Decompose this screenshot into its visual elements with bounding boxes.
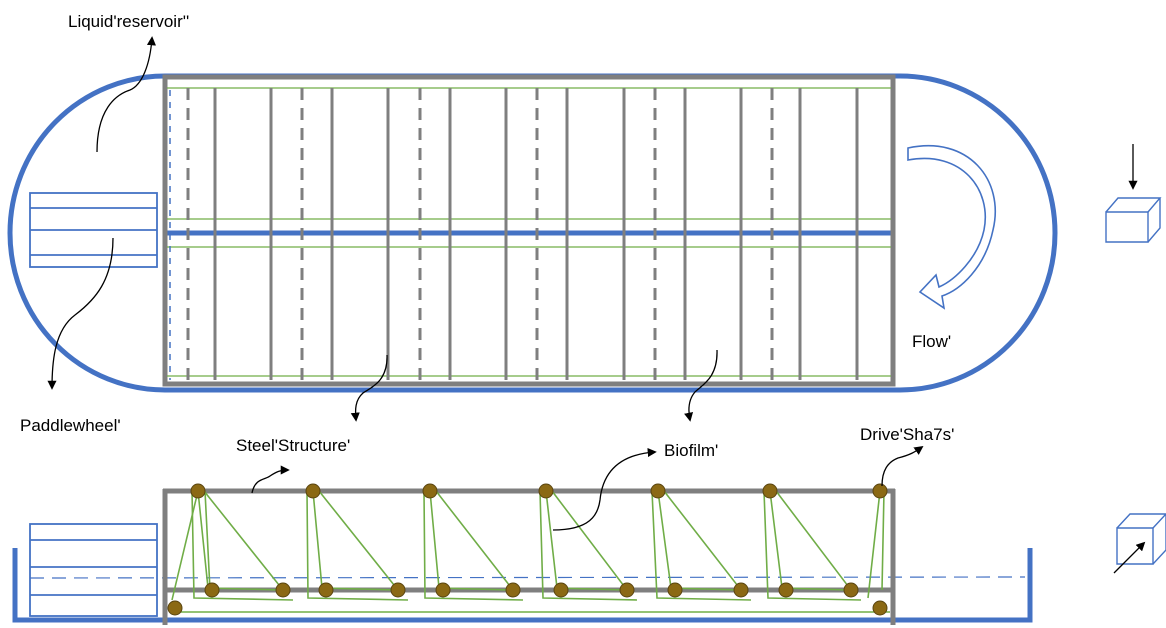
drive-shaft: [435, 582, 451, 598]
steel-callout: [350, 354, 388, 422]
paddlewheel-callout: [47, 237, 114, 390]
paddlewheel-top: [29, 192, 158, 268]
raceway-outline: [7, 73, 1058, 393]
drive-shaft: [204, 582, 220, 598]
tank-side: [12, 548, 1033, 623]
biofilm-callout-side: [552, 447, 657, 531]
drive-shaft: [619, 582, 635, 598]
label-liquid-reservoir: Liquid'reservoir'': [68, 12, 189, 31]
biofilm-belt-back: [539, 490, 638, 601]
flow-arrow-icon: [907, 145, 997, 310]
drive-shafts: [167, 483, 888, 616]
steel-callout-side: [251, 465, 290, 494]
steel-vertical-members: [213, 88, 859, 380]
label-drive-shafts: Drive'Sha7s': [860, 425, 954, 444]
drive-shaft: [650, 483, 666, 499]
drive-shaft-dashed-lines: [186, 88, 774, 380]
drive-shaft: [167, 600, 183, 616]
biofilm-belt: [657, 490, 743, 591]
paddlewheel-side: [29, 523, 158, 617]
biofilm-belt-back: [306, 490, 409, 601]
side-view-cube: [1116, 513, 1166, 565]
drive-shaft: [538, 483, 554, 499]
label-paddlewheel: Paddlewheel': [20, 416, 121, 435]
drive-shaft: [667, 582, 683, 598]
biofilm-belt: [197, 490, 285, 591]
drive-shaft: [872, 483, 888, 499]
biofilm-belt: [769, 490, 853, 591]
drive-shaft: [872, 600, 888, 616]
reservoir-callout: [96, 36, 156, 153]
drive-shaft: [305, 483, 321, 499]
drive-shaft: [275, 582, 291, 598]
biofilm-callout-top: [684, 349, 718, 422]
drive-shaft: [762, 483, 778, 499]
label-biofilm: Biofilm': [664, 441, 718, 460]
water-line: [29, 576, 1026, 579]
drive-shaft: [505, 582, 521, 598]
biofilm-belt: [429, 490, 515, 591]
drive-shaft: [733, 582, 749, 598]
biofilm-belt-back: [651, 490, 752, 601]
drive-callout: [881, 445, 924, 487]
label-steel-structure: Steel'Structure': [236, 436, 350, 455]
biofilm-belts: [171, 490, 885, 601]
drive-shaft: [843, 582, 859, 598]
biofilm-belt-back: [191, 490, 294, 601]
top-view: [7, 36, 1058, 422]
biofilm-belt-back: [423, 490, 524, 601]
steel-frame-side: [162, 488, 896, 625]
biofilm-lines-top: [167, 87, 891, 377]
cube-arrow-diagonal-icon: [1113, 541, 1146, 574]
steel-frame-top: [162, 74, 896, 387]
drive-shaft: [318, 582, 334, 598]
drive-shaft: [390, 582, 406, 598]
biofilm-belt: [171, 490, 211, 601]
label-flow: Flow': [912, 332, 951, 351]
side-view: [12, 445, 1033, 625]
drive-shaft: [778, 582, 794, 598]
biofilm-belt: [545, 490, 629, 591]
biofilm-belt: [867, 490, 885, 599]
drive-shaft: [422, 483, 438, 499]
biofilm-belt-back: [763, 490, 862, 601]
top-view-cube: [1105, 197, 1162, 243]
biofilm-belt: [312, 490, 400, 591]
drive-shaft: [190, 483, 206, 499]
drive-shaft: [553, 582, 569, 598]
